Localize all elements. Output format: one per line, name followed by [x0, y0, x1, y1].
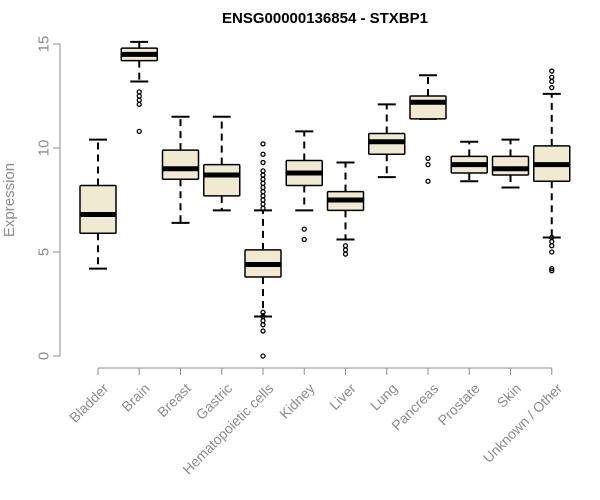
outlier-point [549, 243, 555, 249]
outlier-point [425, 155, 431, 162]
x-tick-label: Lung [367, 380, 400, 413]
x-tick-label: Kidney [276, 380, 318, 422]
outlier-point [260, 353, 266, 359]
outlier-point [342, 251, 349, 257]
box-prostate [450, 140, 488, 183]
x-tick-label: Liver [326, 380, 359, 413]
outlier-point [260, 309, 266, 315]
outlier-point [260, 328, 266, 334]
iqr-box [409, 95, 447, 120]
outlier-point [136, 97, 142, 103]
box-bladder [79, 138, 117, 270]
outlier-point [260, 141, 266, 147]
x-tick-label: Prostate [435, 380, 483, 428]
outlier-point [260, 151, 266, 157]
box-gastric [203, 115, 241, 212]
outlier-point [549, 268, 555, 274]
box-unknown-other [533, 68, 571, 274]
chart-title: ENSG00000136854 - STXBP1 [222, 10, 428, 27]
outlier-point [260, 184, 266, 191]
outlier-point [260, 180, 266, 187]
x-tick-label: Brain [118, 380, 152, 414]
outlier-point [260, 205, 266, 211]
box-skin [491, 138, 530, 189]
outlier-point [260, 189, 266, 195]
box-lung [368, 103, 406, 179]
box-kidney [285, 130, 323, 243]
outlier-point [260, 201, 266, 207]
outlier-point [136, 101, 142, 107]
outlier-point [136, 128, 142, 135]
y-tick-label: 10 [36, 140, 53, 157]
boxes-group [79, 40, 571, 359]
x-tick-label: Breast [154, 380, 194, 420]
outlier-point [549, 68, 555, 74]
outlier-point [260, 197, 266, 203]
iqr-box [161, 149, 200, 180]
x-tick-label: Skin [493, 380, 524, 411]
box-brain [120, 40, 158, 135]
outlier-point [260, 317, 266, 324]
outlier-point [549, 74, 555, 80]
box-breast [161, 115, 200, 224]
outlier-point [342, 247, 349, 253]
y-tick-label: 0 [36, 352, 53, 360]
outlier-point [260, 168, 266, 174]
outlier-point [549, 238, 555, 245]
outlier-point [549, 78, 555, 85]
outlier-point [425, 161, 431, 168]
outlier-point [342, 243, 349, 249]
outlier-point [136, 89, 142, 95]
iqr-box [79, 184, 117, 235]
outlier-point [260, 159, 266, 166]
outlier-point [549, 234, 555, 241]
outlier-point [260, 322, 266, 328]
outlier-point [301, 236, 307, 243]
iqr-box [491, 155, 530, 176]
y-tick-label: 5 [36, 248, 53, 256]
outlier-point [260, 193, 266, 199]
outlier-point [549, 249, 555, 255]
outlier-point [136, 93, 142, 99]
box-liver [326, 161, 365, 257]
outlier-point [549, 85, 555, 91]
y-axis: 0 5 10 15 [36, 36, 61, 360]
outlier-point [260, 176, 266, 182]
iqr-box [203, 163, 241, 197]
x-tick-label: Bladder [66, 380, 112, 426]
box-hematopoietic-cells [244, 141, 282, 359]
outlier-point [425, 178, 431, 184]
y-tick-label: 15 [36, 36, 53, 53]
outlier-point [301, 226, 307, 232]
box-pancreas [409, 74, 447, 184]
outlier-point [260, 172, 266, 178]
outlier-point [549, 265, 555, 272]
y-axis-label: Expression [1, 163, 18, 237]
